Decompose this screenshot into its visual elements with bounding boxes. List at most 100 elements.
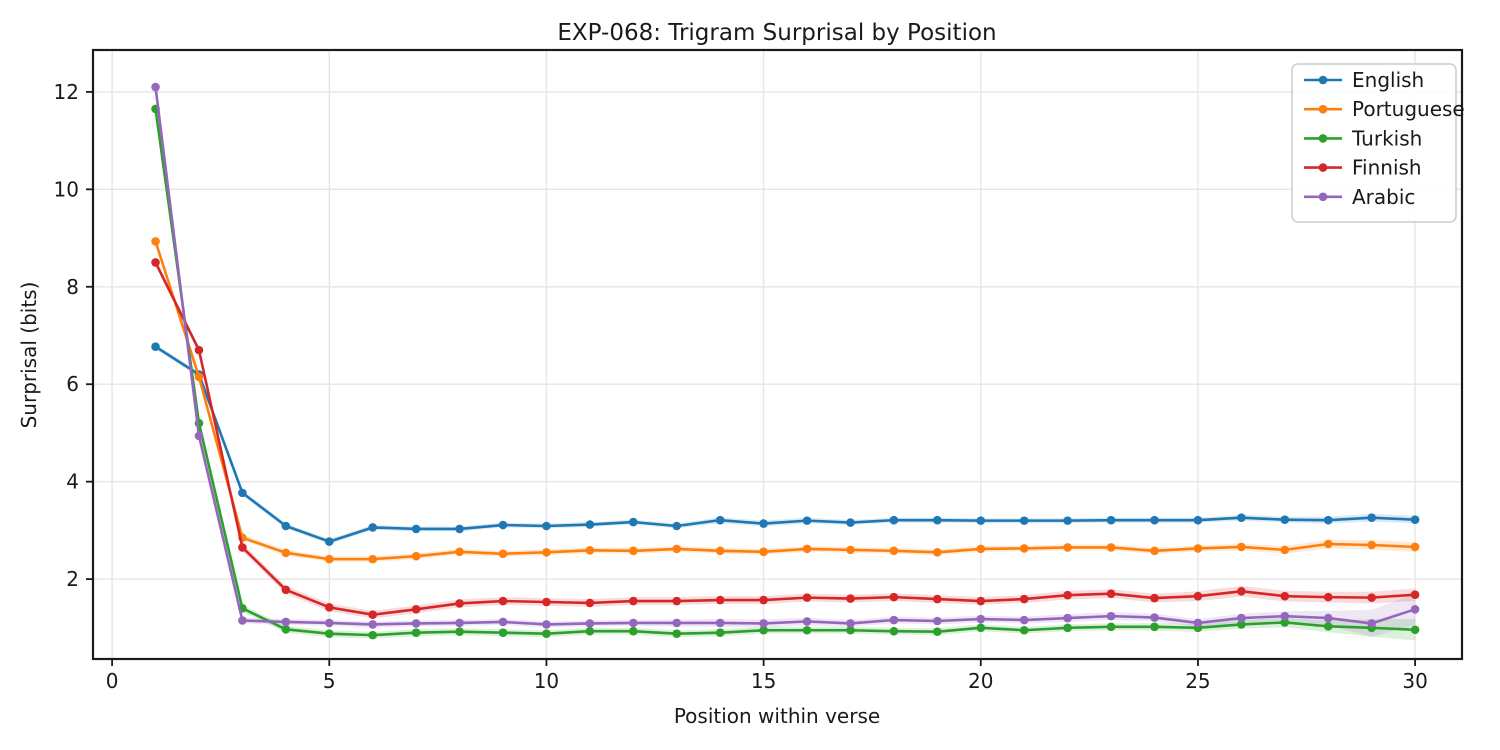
data-point-english (1410, 515, 1420, 524)
data-point-turkish (542, 629, 551, 638)
data-point-english (1237, 513, 1246, 523)
data-point-turkish (281, 624, 291, 634)
data-point-finnish (1019, 594, 1029, 604)
data-point-arabic (368, 620, 378, 629)
data-point-english (933, 515, 942, 525)
data-point-turkish (1410, 625, 1420, 635)
data-point-english (498, 520, 508, 530)
data-point-portuguese (976, 544, 986, 554)
data-point-english (802, 516, 812, 525)
data-point-english (1063, 516, 1072, 525)
data-point-arabic (1410, 605, 1420, 614)
legend-box (1291, 63, 1457, 223)
data-point-finnish (151, 258, 160, 267)
y-tick-label: 6 (66, 372, 79, 396)
data-point-english (585, 520, 595, 529)
data-point-turkish (846, 625, 855, 635)
data-point-finnish (1367, 593, 1376, 602)
series-line-portuguese (154, 240, 1417, 561)
data-point-arabic (1063, 613, 1072, 623)
y-tick-label: 2 (66, 567, 79, 591)
data-point-turkish (672, 629, 682, 638)
ci-band-arabic (155, 84, 1416, 638)
data-point-finnish (802, 593, 812, 602)
data-point-portuguese (281, 548, 291, 558)
data-point-turkish (324, 629, 334, 638)
data-point-english (1106, 515, 1116, 525)
data-point-turkish (759, 625, 768, 635)
x-tick-label: 30 (1402, 669, 1427, 693)
data-point-turkish (368, 630, 378, 640)
data-point-arabic (151, 82, 160, 92)
data-point-finnish (1237, 586, 1246, 596)
data-point-turkish (498, 628, 508, 637)
legend-marker-arabic (1318, 192, 1328, 202)
data-point-arabic (1150, 613, 1159, 622)
data-point-english (1150, 515, 1159, 525)
data-point-portuguese (802, 544, 812, 554)
data-point-finnish (1323, 592, 1333, 602)
series-line-arabic (154, 85, 1417, 626)
data-point-finnish (1280, 591, 1290, 601)
data-point-arabic (194, 431, 204, 441)
data-point-finnish (1150, 593, 1159, 603)
data-point-english (672, 521, 682, 531)
data-point-turkish (802, 625, 812, 635)
data-point-arabic (411, 619, 421, 628)
legend-label-arabic: Arabic (1352, 185, 1415, 209)
data-point-finnish (1193, 591, 1203, 601)
data-point-turkish (1063, 623, 1072, 633)
data-point-english (889, 515, 899, 525)
data-point-arabic (1237, 613, 1246, 623)
data-point-finnish (455, 599, 464, 608)
data-point-arabic (1106, 611, 1116, 621)
data-point-arabic (933, 616, 942, 626)
data-point-arabic (1280, 611, 1290, 621)
data-point-finnish (672, 596, 682, 606)
data-point-arabic (976, 614, 986, 624)
data-point-english (846, 518, 855, 527)
data-point-portuguese (933, 548, 942, 557)
data-point-turkish (1280, 618, 1290, 627)
data-point-finnish (498, 596, 508, 606)
data-point-english (238, 488, 247, 498)
data-point-portuguese (1106, 543, 1116, 552)
x-tick-label: 15 (751, 669, 776, 693)
legend-label-portuguese: Portuguese (1352, 97, 1465, 121)
data-point-finnish (715, 595, 725, 605)
data-point-portuguese (672, 544, 682, 554)
series-line-english (154, 345, 1417, 543)
data-point-finnish (976, 596, 986, 606)
data-point-portuguese (629, 546, 638, 556)
data-point-portuguese (1237, 542, 1246, 552)
data-point-turkish (976, 623, 986, 633)
legend-marker-finnish (1318, 163, 1328, 172)
data-point-english (411, 524, 421, 534)
data-point-english (629, 517, 638, 527)
data-point-portuguese (411, 551, 421, 561)
data-point-finnish (629, 596, 638, 606)
legend-marker-english (1318, 75, 1328, 85)
data-point-arabic (1193, 618, 1203, 628)
data-point-english (1280, 515, 1290, 524)
data-point-portuguese (1367, 540, 1376, 550)
data-point-finnish (1106, 589, 1116, 599)
series-line-turkish (154, 107, 1417, 637)
data-point-arabic (585, 619, 595, 628)
data-point-portuguese (846, 545, 855, 555)
x-tick-label: 5 (323, 669, 336, 693)
data-point-portuguese (324, 554, 334, 564)
data-point-arabic (281, 617, 291, 627)
data-point-turkish (411, 628, 421, 637)
data-point-portuguese (455, 547, 464, 557)
data-point-turkish (1106, 622, 1116, 632)
data-point-arabic (498, 617, 508, 627)
data-point-arabic (802, 617, 812, 626)
data-point-finnish (759, 595, 768, 605)
x-tick-label: 25 (1185, 669, 1210, 693)
data-point-finnish (542, 597, 551, 607)
data-point-portuguese (715, 546, 725, 556)
data-point-arabic (455, 618, 464, 628)
